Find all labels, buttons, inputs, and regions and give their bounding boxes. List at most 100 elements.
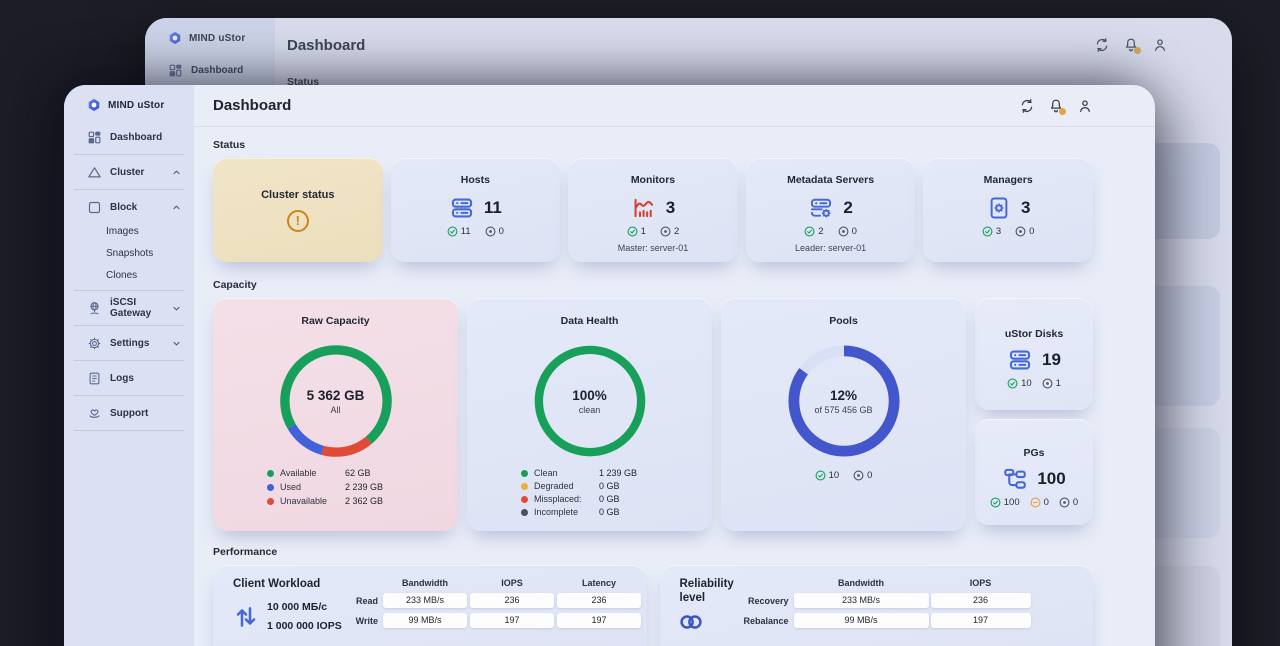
healthy-badge: 10 [1007, 378, 1032, 389]
monitors-card[interactable]: Monitors 3 1 2 Master: server-01 [568, 158, 738, 262]
sidebar-item-iscsi-gateway[interactable]: iSCSI Gateway [64, 295, 194, 321]
client-workload-card[interactable]: Client Workload 10 000 МБ/с 1 000 000 IO… [213, 565, 647, 646]
table-cell: 197 [470, 613, 554, 628]
warning-badge: 0 [1030, 497, 1049, 508]
page-header: Dashboard [194, 85, 1155, 127]
page-title: Dashboard [287, 36, 366, 54]
table-cell: 197 [557, 613, 641, 628]
divider [74, 430, 184, 431]
sidebar-item-support[interactable]: Support [64, 400, 194, 426]
dash-circle-icon [1030, 497, 1041, 508]
chevron-down-icon [171, 303, 182, 314]
check-circle-icon [627, 226, 638, 237]
block-icon [87, 200, 102, 215]
metadata-server-gear-icon [808, 195, 834, 221]
row-label: Rebalance [743, 615, 789, 626]
app-logo-icon [168, 31, 182, 45]
settings-gear-icon [87, 336, 102, 351]
check-circle-icon [804, 226, 815, 237]
dot-circle-icon [1015, 226, 1026, 237]
legend-row: Available 62 GB [267, 468, 458, 478]
section-label-performance: Performance [213, 546, 278, 558]
chevron-down-icon [171, 338, 182, 349]
divider [74, 395, 184, 396]
sidebar-item-dashboard[interactable]: Dashboard [145, 57, 275, 83]
legend-row: Degraded 0 GB [521, 481, 712, 491]
healthy-badge: 100 [990, 497, 1020, 508]
divider [74, 360, 184, 361]
healthy-badge: 2 [804, 226, 824, 237]
monitors-chart-icon [631, 195, 657, 221]
refresh-icon[interactable] [1094, 37, 1110, 53]
sidebar-item-settings[interactable]: Settings [64, 330, 194, 356]
managers-card[interactable]: Managers 3 3 0 [923, 158, 1093, 262]
hosts-card[interactable]: Hosts 11 11 0 [390, 158, 561, 262]
cluster-status-card[interactable]: Cluster status ! [213, 158, 383, 262]
legend-row: Used 2 239 GB [267, 482, 458, 492]
sidebar-item-cluster[interactable]: Cluster [64, 159, 194, 185]
legend-row: Unavailable 2 362 GB [267, 496, 458, 506]
reliability-level-card[interactable]: Reliability level Bandwidth IOPS Recover… [659, 565, 1093, 646]
reliability-table: Bandwidth IOPS Recovery 233 MB/s 236 Reb… [720, 578, 1031, 633]
legend-dot [521, 508, 528, 516]
warning-icon: ! [286, 209, 309, 232]
raw-capacity-card[interactable]: Raw Capacity 5 362 GB All Available [213, 298, 458, 531]
down-badge: 0 [838, 226, 857, 237]
user-icon[interactable] [1077, 98, 1093, 114]
column-header: IOPS [969, 578, 992, 588]
data-health-card[interactable]: Data Health 100% clean Clean [467, 298, 712, 531]
table-cell: 99 MB/s [383, 613, 467, 628]
pgs-card[interactable]: PGs 100 100 0 0 [975, 419, 1093, 525]
client-workload-totals: 10 000 МБ/с 1 000 000 IOPS [233, 598, 342, 637]
section-label-capacity: Capacity [213, 279, 257, 291]
data-health-donut-chart: 100% clean [531, 342, 649, 460]
healthy-badge: 3 [982, 226, 1001, 237]
down-badge: 0 [1015, 226, 1034, 237]
metadata-servers-card[interactable]: Metadata Servers 2 2 0 Leader: server-01 [745, 158, 916, 262]
table-cell: 197 [930, 613, 1031, 628]
client-workload-table: Bandwidth IOPS Latency Read 233 MB/s 236… [335, 578, 644, 633]
notifications-icon[interactable] [1123, 37, 1141, 54]
pools-donut-chart: 12% of 575 456 GB [785, 342, 903, 460]
manager-doc-gear-icon [986, 195, 1012, 221]
sidebar-item-logs[interactable]: Logs [64, 365, 194, 391]
logs-icon [87, 371, 102, 386]
down-badge: 1 [1042, 378, 1061, 389]
ustor-disks-card[interactable]: uStor Disks 19 10 1 [975, 298, 1093, 410]
notification-badge [1134, 47, 1141, 54]
iops-total: 1 000 000 IOPS [267, 620, 342, 633]
master-label: Master: server-01 [617, 243, 689, 253]
hosts-icon [449, 195, 475, 221]
legend-dot [267, 483, 274, 491]
raw-capacity-legend: Available 62 GB Used 2 239 GB Unavailabl… [267, 468, 458, 506]
raw-capacity-donut-chart: 5 362 GB All [277, 342, 395, 460]
sidebar-item-dashboard[interactable]: Dashboard [64, 124, 194, 150]
sidebar-item-snapshots[interactable]: Snapshots [106, 247, 154, 259]
down-badge: 0 [1059, 497, 1078, 508]
divider [74, 189, 184, 190]
legend-dot [521, 482, 528, 490]
dashboard-icon [168, 63, 183, 78]
notifications-icon[interactable] [1048, 98, 1066, 115]
pools-card[interactable]: Pools 12% of 575 456 GB 10 0 [721, 298, 966, 531]
row-label: Recovery [747, 595, 789, 606]
column-header: Latency [581, 578, 616, 588]
data-health-legend: Clean 1 239 GB Degraded 0 GB Missplaced: [521, 468, 712, 517]
check-circle-icon [815, 470, 826, 481]
table-cell: 236 [470, 593, 554, 608]
dot-circle-icon [1042, 378, 1053, 389]
notification-badge [1059, 107, 1066, 115]
sidebar-item-clones[interactable]: Clones [106, 269, 138, 281]
refresh-icon[interactable] [1019, 98, 1035, 114]
divider [74, 154, 184, 155]
table-cell: 236 [930, 593, 1031, 608]
up-down-arrows-icon [233, 604, 259, 630]
brand-label: MIND uStor [189, 32, 246, 44]
row-label: Write [355, 615, 378, 626]
sidebar-item-block[interactable]: Block [64, 194, 194, 220]
user-icon[interactable] [1152, 37, 1168, 53]
sidebar-item-images[interactable]: Images [106, 225, 139, 237]
section-label-status: Status [213, 139, 246, 151]
legend-dot [521, 469, 528, 477]
